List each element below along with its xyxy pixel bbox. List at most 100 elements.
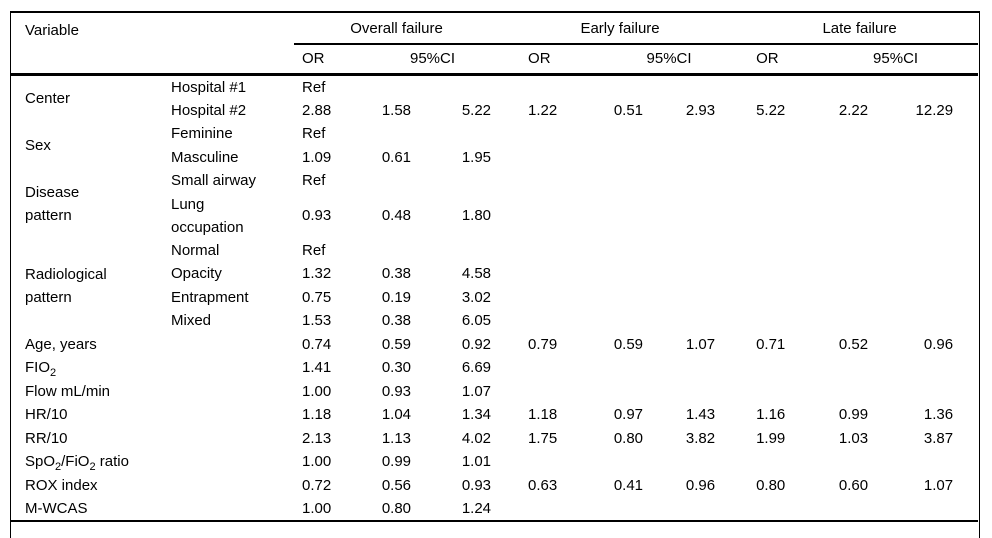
header-row-measures: OR 95%CI OR 95%CI OR 95%CI	[11, 44, 979, 76]
ci-lower: 1.58	[381, 101, 412, 119]
ci-upper	[876, 146, 978, 170]
ci-upper	[876, 309, 978, 333]
variable-cell: RR/10	[25, 429, 68, 447]
table-row: Center Hospital #1 Ref	[11, 74, 978, 108]
or-value	[741, 169, 813, 193]
ci-upper: 0.92	[461, 335, 492, 353]
ci-lower	[597, 169, 659, 193]
ci-lower	[597, 380, 659, 404]
variable-cell: SpO2/FiO2 ratio	[25, 453, 129, 474]
category-cell: Mixed	[171, 312, 212, 330]
ci-lower: 2.22	[838, 101, 869, 119]
col-group-early-failure: Early failure	[499, 13, 742, 45]
or-value: Ref	[302, 125, 326, 143]
category-cell	[161, 380, 294, 404]
ci-upper: 1.80	[461, 207, 492, 224]
or-value: 1.00	[302, 382, 332, 400]
category-cell	[161, 497, 295, 522]
or-value	[741, 380, 813, 404]
ci-lower	[813, 122, 876, 146]
or-value: 1.09	[302, 148, 332, 166]
table-frame: Variable Overall failure Early failure L…	[10, 11, 980, 538]
table-row: Masculine 1.09 0.61 1.95	[11, 146, 978, 170]
ci-lower: 0.99	[838, 406, 869, 424]
or-value: 0.63	[528, 476, 558, 494]
table-row: SpO2/FiO2 ratio 1.00 0.99 1.01	[11, 450, 978, 474]
ci-upper: 6.69	[461, 359, 492, 377]
table-body: Center Hospital #1 Ref Hospital #2 2.88 1.58 5…	[11, 74, 979, 522]
variable-cell: Sex	[25, 137, 51, 154]
col-header-variable: Variable	[11, 13, 295, 76]
variable-cell: Center	[25, 90, 71, 108]
ci-lower	[597, 146, 659, 170]
or-value	[499, 309, 597, 333]
or-value: 1.00	[294, 497, 367, 522]
or-value: 0.74	[302, 335, 332, 353]
ci-upper: 3.82	[685, 429, 716, 447]
or-value	[499, 193, 597, 239]
table-row: ROX index 0.72 0.56 0.93 0.63 0.41 0.96 0.80 0.6…	[11, 474, 978, 498]
ci-upper	[876, 450, 978, 474]
ci-upper: 3.87	[923, 429, 954, 447]
ci-lower	[597, 497, 660, 522]
or-value	[499, 497, 598, 522]
variable-cell: HR/10	[25, 406, 68, 424]
ci-lower	[366, 239, 419, 263]
ci-lower	[597, 286, 659, 310]
ci-upper: 1.43	[685, 406, 716, 424]
ci-upper: 4.02	[461, 429, 492, 447]
table-row: Hospital #2 2.88 1.58 5.22 1.22 0.51 2.93 5.22 2…	[11, 99, 978, 123]
or-value: 1.18	[302, 406, 332, 424]
col-group-late-failure: Late failure	[741, 13, 979, 45]
ci-upper: 5.22	[461, 101, 492, 119]
regression-results-table: Variable Overall failure Early failure L…	[11, 13, 979, 522]
ci-lower	[597, 356, 659, 380]
ci-upper	[876, 169, 978, 193]
table-row: RR/10 2.13 1.13 4.02 1.75 0.80 3.82 1.99 1.03 3.8…	[11, 427, 978, 451]
variable-cell: ROX index	[25, 476, 98, 494]
ci-upper	[659, 450, 741, 474]
table-row: M-WCAS 1.00 0.80 1.24	[11, 497, 979, 522]
variable-cell: Radiological pattern	[25, 265, 107, 306]
ci-upper: 1.34	[461, 406, 492, 424]
ci-lower: 0.93	[381, 382, 412, 400]
ci-lower	[813, 309, 876, 333]
ci-lower: 1.13	[381, 429, 412, 447]
variable-cell: FIO2	[25, 359, 57, 380]
or-value	[741, 497, 814, 522]
or-value	[741, 193, 813, 239]
ci-lower	[813, 262, 876, 286]
category-cell: Entrapment	[171, 288, 249, 306]
category-cell: Small airway	[171, 172, 257, 190]
variable-cell: Disease pattern	[25, 183, 80, 224]
ci-upper	[659, 262, 741, 286]
ci-lower	[597, 309, 659, 333]
table-row: Disease pattern Small airway Ref	[11, 169, 978, 224]
ci-lower	[813, 74, 876, 99]
ci-upper	[876, 497, 979, 522]
ci-lower: 0.38	[381, 312, 412, 330]
ci-upper	[659, 356, 741, 380]
table-row: Sex Feminine Ref	[11, 122, 978, 154]
or-value	[499, 239, 597, 263]
ci-lower: 0.52	[838, 335, 869, 353]
ci-lower	[597, 239, 659, 263]
col-header-or: OR	[741, 44, 814, 76]
or-value	[741, 450, 813, 474]
ci-upper: 2.93	[685, 101, 716, 119]
or-value: 0.71	[756, 335, 786, 353]
or-value	[499, 356, 597, 380]
col-header-ci: 95%CI	[597, 44, 742, 76]
ci-upper	[876, 262, 978, 286]
header-row-groups: Variable Overall failure Early failure L…	[11, 13, 979, 76]
or-value: 0.80	[756, 476, 786, 494]
ci-lower	[597, 74, 659, 99]
ci-lower: 0.97	[613, 406, 644, 424]
ci-upper: 4.58	[461, 265, 492, 283]
category-cell: Lung occupation	[171, 195, 244, 236]
or-value: 1.75	[528, 429, 558, 447]
ci-lower: 0.80	[366, 497, 420, 522]
or-value	[741, 146, 813, 170]
ci-lower	[813, 146, 876, 170]
col-header-ci: 95%CI	[366, 44, 500, 76]
